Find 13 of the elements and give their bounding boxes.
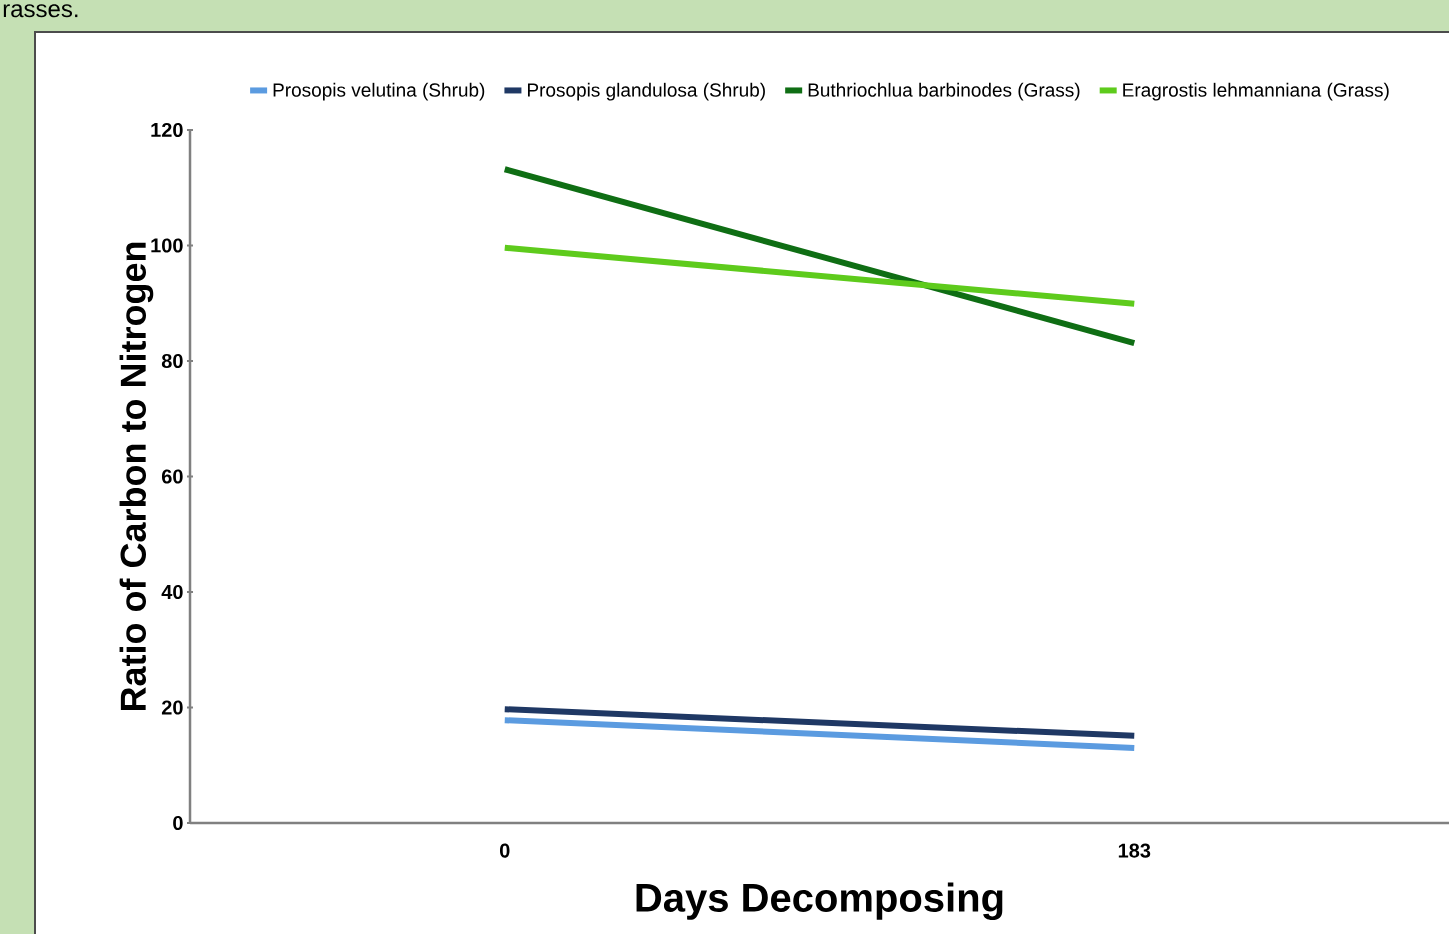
legend-label: Prosopis glandulosa (Shrub) (527, 82, 765, 101)
y-tick-label: 80 (161, 353, 183, 369)
text: rasses. (3, 4, 78, 18)
y-tick-label: 60 (161, 469, 183, 484)
y-tick-label: 120 (151, 122, 183, 138)
legend-label: Buthriochlua barbinodes (Grass) (808, 82, 1080, 101)
x-tick-label: 183 (1118, 843, 1151, 858)
y-tick-label: 40 (161, 584, 183, 600)
y-tick-label: 20 (161, 700, 183, 715)
y-tick-label: 0 (173, 815, 183, 831)
legend-label: Eragrostis lehmanniana (Grass) (1123, 82, 1389, 101)
x-axis-title: Days Decomposing (636, 882, 1003, 921)
legend-label: Prosopis velutina (Shrub) (273, 82, 485, 101)
